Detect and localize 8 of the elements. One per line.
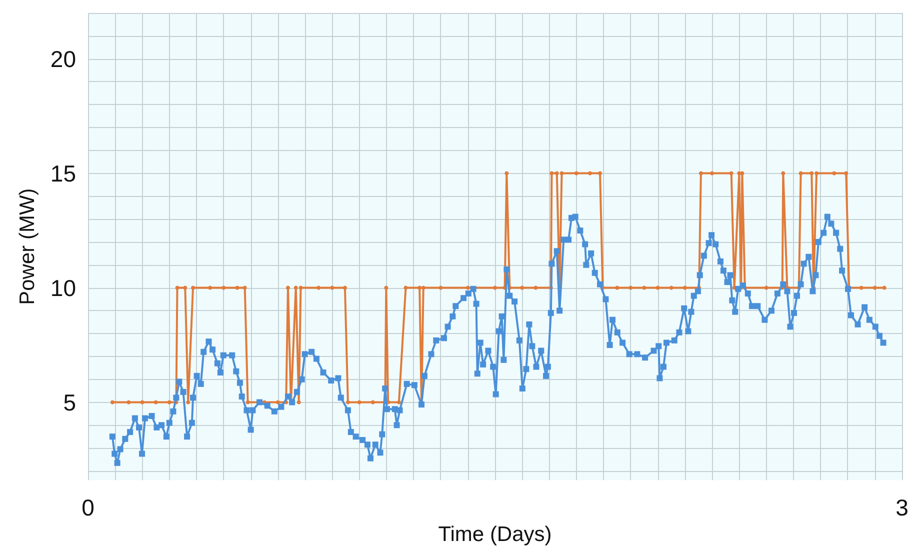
y-tick-label: 10 <box>50 274 76 301</box>
x-axis-title: Time (Days) <box>438 523 552 546</box>
y-tick-label: 5 <box>63 389 76 416</box>
y-axis-title: Power (MW) <box>16 188 39 305</box>
x-tick-label: 0 <box>82 494 94 521</box>
x-tick-label: 3 <box>896 494 908 521</box>
y-tick-label: 15 <box>50 160 76 186</box>
y-tick-label: 20 <box>50 46 76 72</box>
